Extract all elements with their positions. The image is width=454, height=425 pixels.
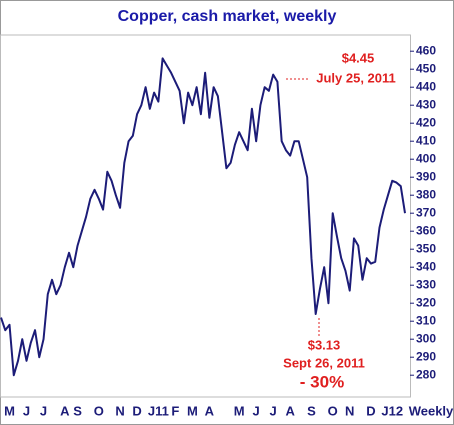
x-tick-label: O (328, 403, 338, 418)
annotation: July 25, 2011 (316, 70, 396, 85)
y-tick-label: 410 (416, 133, 436, 147)
x-tick-label: O (94, 403, 104, 418)
x-axis-label: Weekly (409, 403, 454, 418)
chart-title: Copper, cash market, weekly (118, 8, 337, 25)
price-line (0, 57, 406, 377)
x-tick-label: M (234, 403, 245, 418)
x-tick-label: A (285, 403, 295, 418)
x-tick-label: S (73, 403, 82, 418)
y-tick-label: 350 (416, 241, 436, 255)
y-tick-label: 430 (416, 97, 436, 111)
y-tick-label: 460 (416, 43, 436, 57)
annotation: Sept 26, 2011 (283, 355, 365, 370)
y-tick-label: 320 (416, 295, 436, 309)
y-tick-label: 420 (416, 115, 436, 129)
y-tick-label: 400 (416, 151, 436, 165)
x-tick-label: J (40, 403, 47, 418)
x-tick-label: J11 (148, 403, 169, 418)
y-tick-label: 370 (416, 205, 436, 219)
x-tick-label: A (60, 403, 70, 418)
x-tick-label: J (23, 403, 30, 418)
x-tick-label: M (187, 403, 198, 418)
annotation: $4.45 (342, 50, 375, 65)
x-tick-label: A (205, 403, 215, 418)
y-tick-label: 340 (416, 259, 436, 273)
plot-area (0, 34, 411, 398)
x-tick-label: J (253, 403, 260, 418)
x-tick-label: J12 (381, 403, 403, 418)
x-tick-label: N (345, 403, 354, 418)
x-tick-label: M (4, 403, 15, 418)
y-tick-label: 330 (416, 277, 436, 291)
y-tick-label: 440 (416, 79, 436, 93)
y-tick-label: 300 (416, 331, 436, 345)
y-tick-label: 290 (416, 349, 436, 363)
y-tick-label: 310 (416, 313, 436, 327)
y-tick-label: 360 (416, 223, 436, 237)
x-tick-label: F (171, 403, 179, 418)
x-tick-label: D (366, 403, 375, 418)
annotation: - 30% (300, 372, 344, 391)
annotation: $3.13 (308, 337, 341, 352)
y-tick-label: 390 (416, 169, 436, 183)
y-tick-label: 380 (416, 187, 436, 201)
x-tick-label: J (270, 403, 277, 418)
x-tick-label: N (115, 403, 124, 418)
y-tick-label: 280 (416, 367, 436, 381)
x-tick-label: D (132, 403, 141, 418)
x-tick-label: S (307, 403, 316, 418)
y-tick-label: 450 (416, 61, 436, 75)
